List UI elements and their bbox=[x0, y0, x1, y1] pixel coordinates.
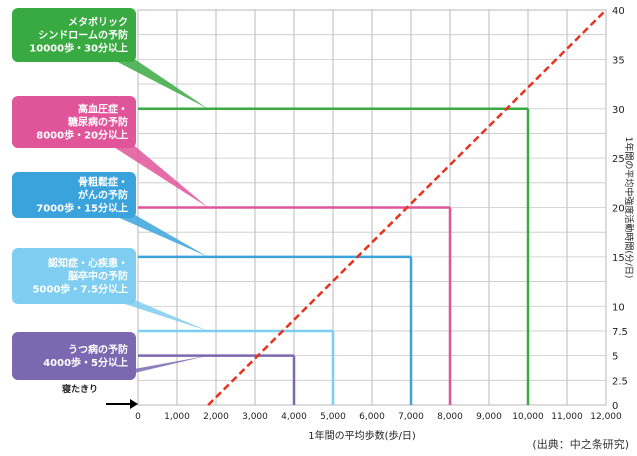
x-tick-label: 1,000 bbox=[164, 412, 190, 422]
x-tick-label: 0 bbox=[135, 412, 141, 422]
callout-box-1 bbox=[12, 248, 136, 304]
y-tick-label: 35 bbox=[612, 55, 625, 66]
y-tick-label: 10 bbox=[612, 302, 625, 313]
callout-text-3: 糖尿病の予防 bbox=[68, 116, 128, 129]
x-tick-label: 6,000 bbox=[359, 412, 385, 422]
x-tick-label: 9,000 bbox=[476, 412, 502, 422]
x-tick-label: 2,000 bbox=[203, 412, 229, 422]
callout-text-2: 7000歩・15分以上 bbox=[36, 202, 128, 215]
y-tick-label: 7.5 bbox=[612, 327, 628, 338]
callout-text-4: メタボリック bbox=[68, 16, 128, 29]
callout-text-0: うつ病の予防 bbox=[68, 343, 128, 356]
y-tick-label: 2.5 bbox=[612, 376, 628, 387]
y-tick-label: 5 bbox=[612, 352, 618, 363]
x-tick-label: 8,000 bbox=[437, 412, 463, 422]
callout-box-4 bbox=[12, 8, 136, 62]
callout-text-3: 8000歩・20分以上 bbox=[36, 129, 128, 142]
callout-text-4: シンドロームの予防 bbox=[38, 29, 128, 42]
x-tick-label: 4,000 bbox=[281, 412, 307, 422]
callout-text-2: 骨粗鬆症・ bbox=[78, 176, 128, 189]
x-tick-label: 7,000 bbox=[398, 412, 424, 422]
y-tick-label: 25 bbox=[612, 154, 625, 165]
x-tick-label: 10,000 bbox=[512, 412, 544, 422]
bedridden-arrow-head bbox=[130, 399, 138, 409]
callout-box-0 bbox=[12, 332, 136, 380]
callout-box-2 bbox=[12, 172, 136, 218]
source-note: (出典：中之条研究) bbox=[532, 438, 629, 451]
callout-pointer-4 bbox=[106, 56, 208, 109]
callout-pointer-2 bbox=[106, 212, 208, 257]
y-tick-label: 0 bbox=[612, 401, 618, 412]
callout-text-2: がんの予防 bbox=[78, 189, 128, 202]
y-tick-label: 30 bbox=[612, 105, 625, 116]
y-axis-label: 1年間の平均中強度活動時間(分/日) bbox=[623, 137, 635, 279]
y-tick-label: 20 bbox=[612, 204, 625, 215]
callout-text-4: 10000歩・30分以上 bbox=[29, 42, 128, 55]
callout-text-0: 4000歩・5分以上 bbox=[43, 356, 128, 369]
callout-text-3: 高血圧症・ bbox=[78, 103, 128, 116]
x-tick-label: 5,000 bbox=[320, 412, 346, 422]
callout-pointer-3 bbox=[106, 142, 208, 208]
callout-text-1: 認知症・心疾患・ bbox=[48, 257, 128, 270]
callout-box-3 bbox=[12, 96, 136, 148]
y-tick-label: 40 bbox=[612, 6, 625, 17]
callout-pointer-1 bbox=[106, 298, 208, 331]
callout-text-1: 脳卒中の予防 bbox=[68, 270, 128, 283]
x-tick-label: 3,000 bbox=[242, 412, 268, 422]
bedridden-label: 寝たきり bbox=[61, 385, 98, 395]
x-tick-label: 12,000 bbox=[590, 412, 622, 422]
y-tick-label: 15 bbox=[612, 253, 625, 264]
x-axis-label: 1年間の平均歩数(歩/日) bbox=[308, 429, 416, 442]
trend-line bbox=[207, 9, 607, 406]
x-tick-label: 11,000 bbox=[551, 412, 583, 422]
callout-text-1: 5000歩・7.5分以上 bbox=[32, 283, 128, 296]
